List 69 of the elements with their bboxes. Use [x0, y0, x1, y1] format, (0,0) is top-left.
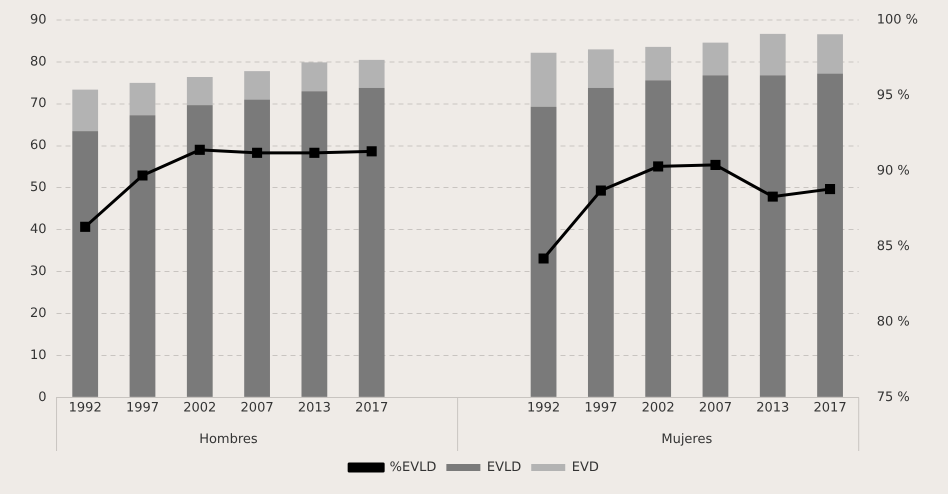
legend-label: %EVLD [390, 460, 436, 475]
bar [760, 34, 786, 76]
y2-tick-label: 75 % [876, 390, 910, 405]
bar [358, 60, 385, 88]
bar [130, 115, 156, 397]
x-tick-label: 2013 [298, 400, 331, 416]
point [653, 161, 664, 172]
bar [760, 75, 786, 397]
x-tick-label: 2002 [642, 400, 675, 416]
y-tick-label: 20 [30, 306, 47, 321]
bar [588, 49, 614, 88]
bar [530, 52, 556, 107]
bar [702, 42, 728, 76]
x-tick-label: 2017 [355, 400, 388, 416]
point [137, 170, 148, 181]
y2-tick-label: 80 % [876, 314, 910, 330]
y2-tick-label: 85 % [876, 238, 910, 254]
legend-label: EVLD [486, 460, 522, 475]
point [80, 222, 90, 232]
point [538, 253, 549, 264]
point [825, 184, 836, 194]
bar [72, 131, 98, 397]
bar [244, 100, 270, 397]
y-tick-label: 70 [30, 96, 47, 112]
x-tick-label: 1997 [126, 400, 160, 416]
bar [702, 75, 728, 397]
bar [817, 34, 843, 74]
bar [530, 106, 556, 397]
y2-tick-label: 100 % [876, 12, 918, 28]
bar [186, 105, 213, 397]
point [710, 160, 720, 170]
point [596, 186, 606, 196]
y2-tick-label: 95 % [876, 88, 910, 103]
x-tick-label: 2007 [698, 400, 732, 416]
bar [588, 88, 614, 397]
y-tick-label: 90 [30, 12, 47, 28]
y2-tick-label: 90 % [876, 163, 910, 178]
point [252, 148, 262, 158]
bar [645, 46, 672, 80]
bar [186, 77, 213, 106]
bar [301, 91, 328, 397]
x-tick-label: 2013 [756, 400, 790, 416]
text: Mujeres [661, 432, 712, 447]
bar [130, 82, 156, 116]
x-tick-label: 2002 [183, 400, 216, 416]
bar [72, 90, 98, 132]
bar [817, 74, 843, 397]
x-tick-label: 2017 [814, 400, 847, 416]
y-tick-label: 50 [30, 180, 47, 196]
bar [301, 62, 328, 92]
y-tick-label: 40 [30, 222, 47, 238]
x-tick-label: 1992 [68, 400, 102, 416]
legend-label: EVD [572, 460, 599, 475]
bar [358, 88, 385, 397]
x-tick-label: 2007 [240, 400, 274, 416]
x-tick-label: 1992 [527, 400, 560, 416]
point [768, 192, 778, 202]
y-tick-label: 60 [30, 138, 47, 154]
text: Hombres [199, 432, 258, 447]
y-tick-label: 80 [30, 54, 47, 70]
y-tick-label: 30 [30, 264, 47, 279]
point [309, 148, 320, 158]
bar [645, 80, 672, 397]
y-tick-label: 10 [30, 348, 47, 363]
point [366, 146, 377, 156]
point [194, 144, 205, 155]
x-tick-label: 1997 [584, 400, 618, 416]
bar [244, 71, 270, 100]
y-tick-label: 0 [38, 390, 47, 405]
